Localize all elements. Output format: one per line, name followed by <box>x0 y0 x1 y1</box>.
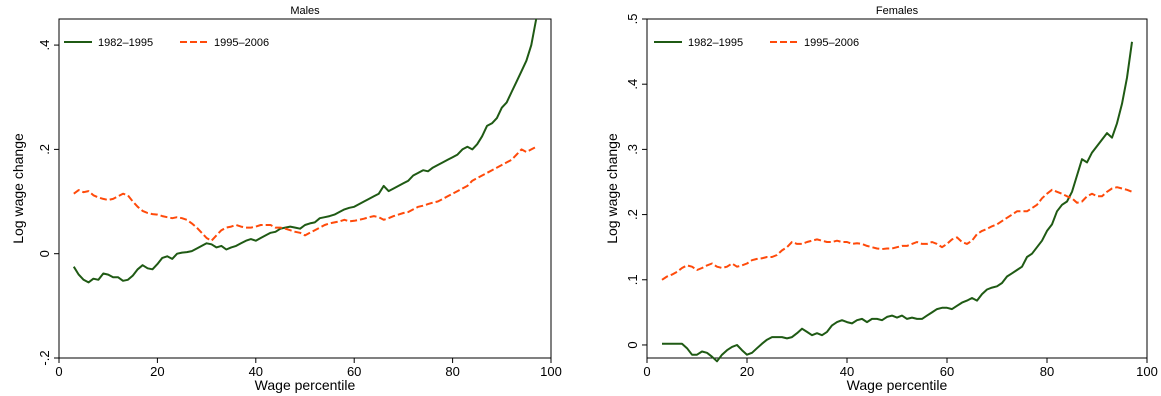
y-axis-label: Log wage change <box>10 133 26 244</box>
y-tick-label: .1 <box>625 274 640 285</box>
y-tick-label: 0 <box>625 341 640 348</box>
legend-label: 1982–1995 <box>98 37 153 49</box>
y-tick-label: .3 <box>625 144 640 155</box>
legend-label: 1995–2006 <box>214 37 269 49</box>
legend: 1982–1995 1995–2006 <box>654 37 859 49</box>
x-tick-label: 20 <box>740 364 754 379</box>
x-tick-label: 60 <box>347 364 361 379</box>
plot-frame <box>58 18 552 359</box>
x-axis-label: Wage percentile <box>847 377 948 393</box>
chart-title: Males <box>290 5 320 17</box>
y-tick-label: .4 <box>37 40 52 51</box>
x-tick-label: 80 <box>1040 364 1054 379</box>
y-tick-label: .2 <box>37 144 52 155</box>
legend: 1982–1995 1995–2006 <box>64 37 269 49</box>
y-tick-label: -.2 <box>37 350 52 365</box>
legend-label: 1995–2006 <box>804 37 859 49</box>
legend-label: 1982–1995 <box>688 37 743 49</box>
series-1982-1995-line <box>662 41 1133 363</box>
x-tick-label: 40 <box>249 364 263 379</box>
x-tick-label: 100 <box>540 364 562 379</box>
females-panel: Females 0 20 40 60 80 100 0 .1 .2 .3 .4 .5 Wage perce… <box>604 5 1158 393</box>
chart-title: Females <box>876 5 919 17</box>
y-tick-label: .2 <box>625 209 640 220</box>
y-tick-label: 0 <box>37 250 52 257</box>
series-1995-2006-line <box>661 186 1133 281</box>
x-tick-label: 0 <box>55 364 62 379</box>
x-tick-label: 80 <box>445 364 459 379</box>
x-tick-label: 40 <box>840 364 854 379</box>
y-tick-label: .5 <box>625 14 640 25</box>
y-tick-label: .4 <box>625 79 640 90</box>
y-axis-label: Log wage change <box>604 133 620 244</box>
x-axis-label: Wage percentile <box>255 377 356 393</box>
series-1995-2006-line <box>73 145 537 242</box>
plot-frame <box>646 18 1148 359</box>
x-tick-label: 60 <box>940 364 954 379</box>
x-tick-label: 0 <box>643 364 650 379</box>
series-1982-1995-line <box>72 18 538 284</box>
x-tick-label: 100 <box>1136 364 1158 379</box>
x-tick-label: 20 <box>150 364 164 379</box>
